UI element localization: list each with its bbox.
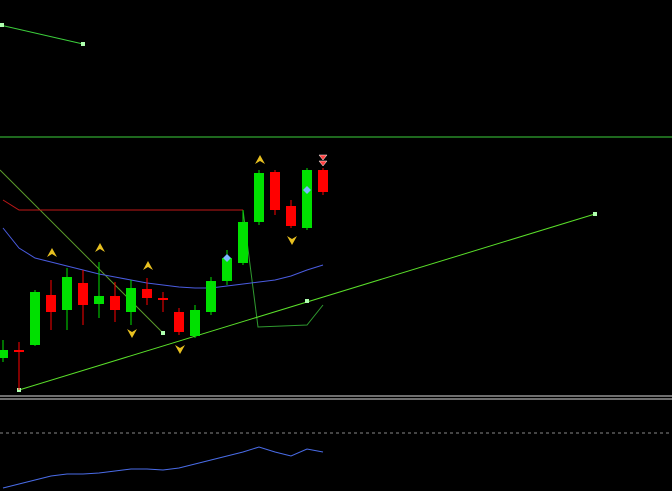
indicator-line [2,227,324,289]
trendline [0,24,84,45]
candle-body [46,295,56,312]
down-arrow [287,236,297,245]
candles [0,168,328,489]
candle-body [270,172,280,210]
candle-body [110,296,120,310]
trendline-handle [161,331,165,335]
up-arrow [47,248,57,257]
diamond-marker [223,254,231,262]
candle-body [126,288,136,312]
candle-body [254,173,264,222]
diamond-marker [303,186,311,194]
candle-body [318,170,328,192]
candle-body [0,350,8,358]
up-arrow [255,155,265,164]
candle-body [174,312,184,332]
candle-body [222,258,232,281]
down-arrow [175,345,185,354]
candle-body [286,206,296,226]
candle-body [142,289,152,298]
candle-body [78,283,88,305]
lagging-line [242,209,324,328]
candle-body [206,281,216,312]
candle-body [14,350,24,352]
candle-body [190,310,200,336]
candle-body [302,170,312,228]
candle-body [62,277,72,310]
up-arrow [95,243,105,252]
oscillator-line [2,446,324,489]
candle-body [238,222,248,263]
candle-body [94,296,104,304]
trendline-handle [305,299,309,303]
trendline-handle [81,42,85,46]
candle-body [158,298,168,300]
trendline-handle [0,23,4,27]
up-arrow [143,261,153,270]
sell-arrow [318,154,328,167]
indicator-line [2,199,243,211]
signals [47,154,328,354]
down-arrow [127,329,137,338]
candle-body [30,292,40,345]
trendline-handle [593,212,597,216]
